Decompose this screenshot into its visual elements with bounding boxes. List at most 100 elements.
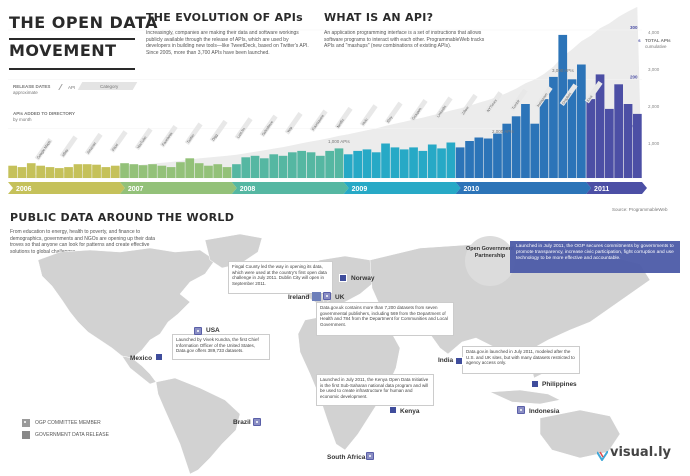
bar bbox=[157, 165, 167, 178]
bar bbox=[36, 165, 45, 178]
bar bbox=[92, 164, 101, 178]
ogp-circle bbox=[465, 236, 515, 286]
api-release-tag: NYTimes bbox=[484, 91, 503, 114]
bar bbox=[362, 149, 372, 178]
philippines-marker[interactable] bbox=[531, 380, 539, 388]
api-release-label: Yelp bbox=[286, 126, 293, 134]
title-rule-top bbox=[9, 38, 135, 40]
bar bbox=[222, 167, 232, 178]
api-release-tag: Dropbox bbox=[559, 83, 578, 106]
bar bbox=[194, 163, 204, 178]
api-release-label: Amazon bbox=[86, 141, 97, 154]
bar bbox=[316, 155, 325, 178]
api-release-label: Digg bbox=[211, 133, 219, 141]
api-release-tag: YouTube bbox=[134, 127, 153, 151]
api-release-tag-bg bbox=[59, 135, 78, 158]
ogp-label: Open Government Partnership bbox=[466, 246, 514, 259]
api-release-tag-bg bbox=[84, 132, 103, 156]
india-marker[interactable] bbox=[455, 357, 463, 365]
api-release-tag: Flickr bbox=[109, 130, 128, 153]
bar bbox=[530, 123, 540, 178]
south-america-shape bbox=[155, 377, 241, 475]
milestone-label: 3,000 APIs bbox=[552, 68, 575, 73]
api-release-tag-bg bbox=[559, 83, 578, 106]
bar bbox=[64, 167, 73, 178]
country-philippines: Philippines bbox=[542, 381, 577, 388]
api-release-label: LinkedIn bbox=[436, 105, 447, 118]
bar bbox=[306, 152, 316, 178]
indonesia-marker[interactable] bbox=[517, 406, 525, 414]
bar bbox=[260, 158, 269, 178]
bar bbox=[409, 147, 418, 178]
api-release-tag: Salesforce bbox=[259, 114, 278, 138]
cumulative-area bbox=[8, 6, 642, 179]
brazil-marker[interactable] bbox=[253, 418, 261, 426]
bar bbox=[605, 108, 614, 178]
norway-marker[interactable] bbox=[339, 274, 347, 282]
bar bbox=[45, 167, 55, 178]
milestone-label: 2,000 APIs bbox=[492, 129, 515, 134]
bar bbox=[586, 99, 596, 178]
whatis-heading: WHAT IS AN API? bbox=[324, 11, 434, 24]
api-release-label: Groupon bbox=[411, 107, 422, 121]
bar bbox=[204, 165, 213, 178]
api-release-tag-bg bbox=[584, 80, 603, 104]
bar bbox=[250, 155, 260, 178]
release-dates-sub: approximate bbox=[13, 90, 38, 95]
bar bbox=[446, 142, 456, 178]
bar bbox=[455, 147, 465, 178]
legend-ogp-member-icon bbox=[22, 419, 30, 427]
api-release-tag-bg bbox=[384, 101, 403, 125]
api-release-tag: Tumblr bbox=[509, 88, 528, 112]
api-release-tag: LinkedIn bbox=[434, 96, 453, 119]
mexico-marker[interactable] bbox=[155, 353, 163, 361]
bar bbox=[101, 167, 111, 178]
api-release-label: eBay bbox=[61, 148, 69, 157]
bar bbox=[399, 149, 409, 178]
api-release-tag-bg bbox=[509, 88, 528, 112]
api-release-label: Hulu bbox=[361, 118, 369, 126]
api-release-tag: Yelp bbox=[284, 112, 303, 135]
api-release-tag-bg bbox=[434, 96, 453, 119]
api-release-tag-bg bbox=[359, 104, 378, 127]
bar bbox=[437, 148, 446, 178]
api-release-tag: Digg bbox=[209, 119, 228, 143]
year-label: 2009 bbox=[352, 186, 368, 193]
bar bbox=[418, 150, 428, 178]
year-band bbox=[8, 182, 125, 194]
bar bbox=[353, 150, 362, 178]
api-release-label: Google Maps bbox=[36, 140, 52, 160]
visually-logo-icon bbox=[596, 448, 609, 462]
api-release-tag: Twitter bbox=[184, 122, 203, 145]
ireland-marker[interactable] bbox=[312, 292, 321, 301]
year-label: 2007 bbox=[128, 186, 144, 193]
api-release-tag-bg bbox=[459, 93, 478, 117]
api-release-label: Dropbox bbox=[561, 92, 572, 106]
y-tick-left: 200 bbox=[630, 74, 638, 79]
api-release-tag-bg bbox=[534, 86, 553, 109]
release-dates-label: RELEASE DATES bbox=[13, 84, 51, 89]
bar bbox=[269, 154, 279, 178]
bar bbox=[73, 164, 83, 178]
bar bbox=[110, 165, 120, 178]
year-label: 2006 bbox=[16, 186, 32, 193]
api-release-label: Flickr bbox=[111, 142, 120, 152]
bar bbox=[297, 150, 306, 178]
country-uk: UK bbox=[335, 294, 345, 301]
uk-marker[interactable] bbox=[323, 292, 331, 300]
api-release-tag: eBay bbox=[59, 135, 78, 158]
usa-marker[interactable] bbox=[194, 327, 202, 335]
api-release-tag-bg bbox=[259, 114, 278, 138]
bar bbox=[166, 167, 176, 178]
bar bbox=[138, 165, 148, 178]
country-norway: Norway bbox=[351, 275, 375, 282]
source-label: Source: ProgrammableWeb bbox=[612, 207, 668, 212]
bar bbox=[129, 164, 139, 178]
evolution-heading: THE EVOLUTION OF APIs bbox=[146, 11, 303, 24]
api-release-tag: Amazon bbox=[84, 132, 103, 156]
bar bbox=[120, 163, 129, 178]
whatis-text: An application programming interface is … bbox=[324, 30, 485, 49]
kenya-marker[interactable] bbox=[389, 406, 397, 414]
bar bbox=[8, 165, 17, 178]
south-africa-marker[interactable] bbox=[366, 452, 374, 460]
